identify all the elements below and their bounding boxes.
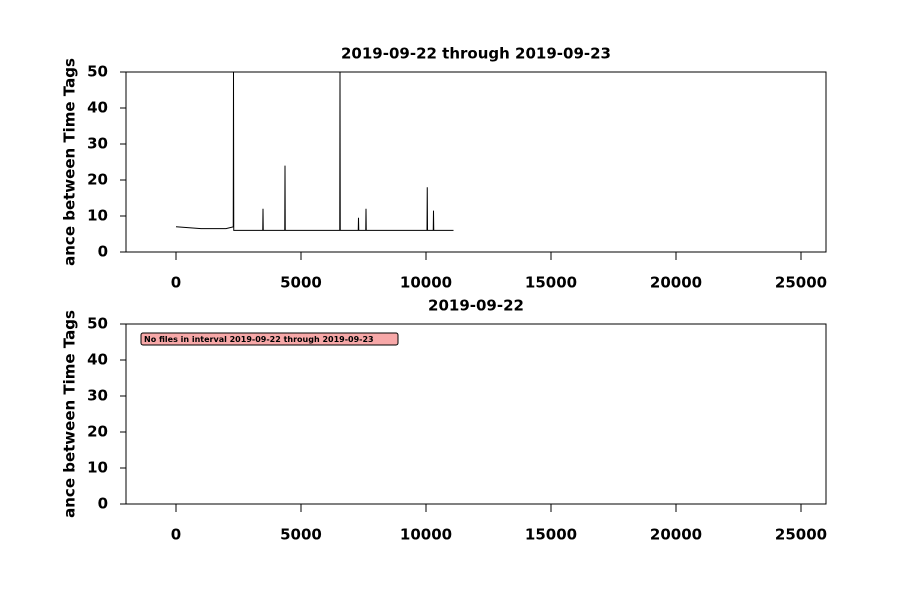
- x-tick-label: 15000: [525, 526, 577, 544]
- x-tick-label: 0: [171, 526, 181, 544]
- x-tick-label: 20000: [650, 526, 702, 544]
- x-tick-label: 25000: [775, 274, 827, 292]
- x-tick-label: 20000: [650, 274, 702, 292]
- annotation: No files in interval 2019-09-22 through …: [144, 335, 374, 344]
- chart-title: 2019-09-22: [428, 297, 524, 315]
- y-tick-label: 20: [87, 171, 108, 189]
- x-tick-label: 5000: [280, 526, 322, 544]
- y-tick-label: 20: [87, 423, 108, 441]
- y-axis-label: ance between Time Tags: [61, 58, 79, 266]
- y-axis-label: ance between Time Tags: [61, 310, 79, 518]
- x-tick-label: 10000: [400, 526, 452, 544]
- x-tick-label: 10000: [400, 274, 452, 292]
- y-tick-label: 40: [87, 351, 108, 369]
- y-tick-label: 30: [87, 135, 108, 153]
- plot-frame: [125, 323, 827, 505]
- plot-frame: [125, 71, 827, 253]
- x-tick-label: 15000: [525, 274, 577, 292]
- y-tick-label: 10: [87, 459, 108, 477]
- y-tick-label: 0: [98, 243, 108, 261]
- y-tick-label: 50: [87, 63, 108, 81]
- data-line: [175, 71, 454, 231]
- y-tick-label: 40: [87, 99, 108, 117]
- y-tick-label: 50: [87, 315, 108, 333]
- x-tick-label: 5000: [280, 274, 322, 292]
- y-tick-label: 30: [87, 387, 108, 405]
- y-tick-label: 0: [98, 495, 108, 513]
- annotation-box: [140, 332, 399, 346]
- x-tick-label: 0: [171, 274, 181, 292]
- x-tick-label: 25000: [775, 526, 827, 544]
- chart-title: 2019-09-22 through 2019-09-23: [341, 45, 611, 63]
- y-tick-label: 10: [87, 207, 108, 225]
